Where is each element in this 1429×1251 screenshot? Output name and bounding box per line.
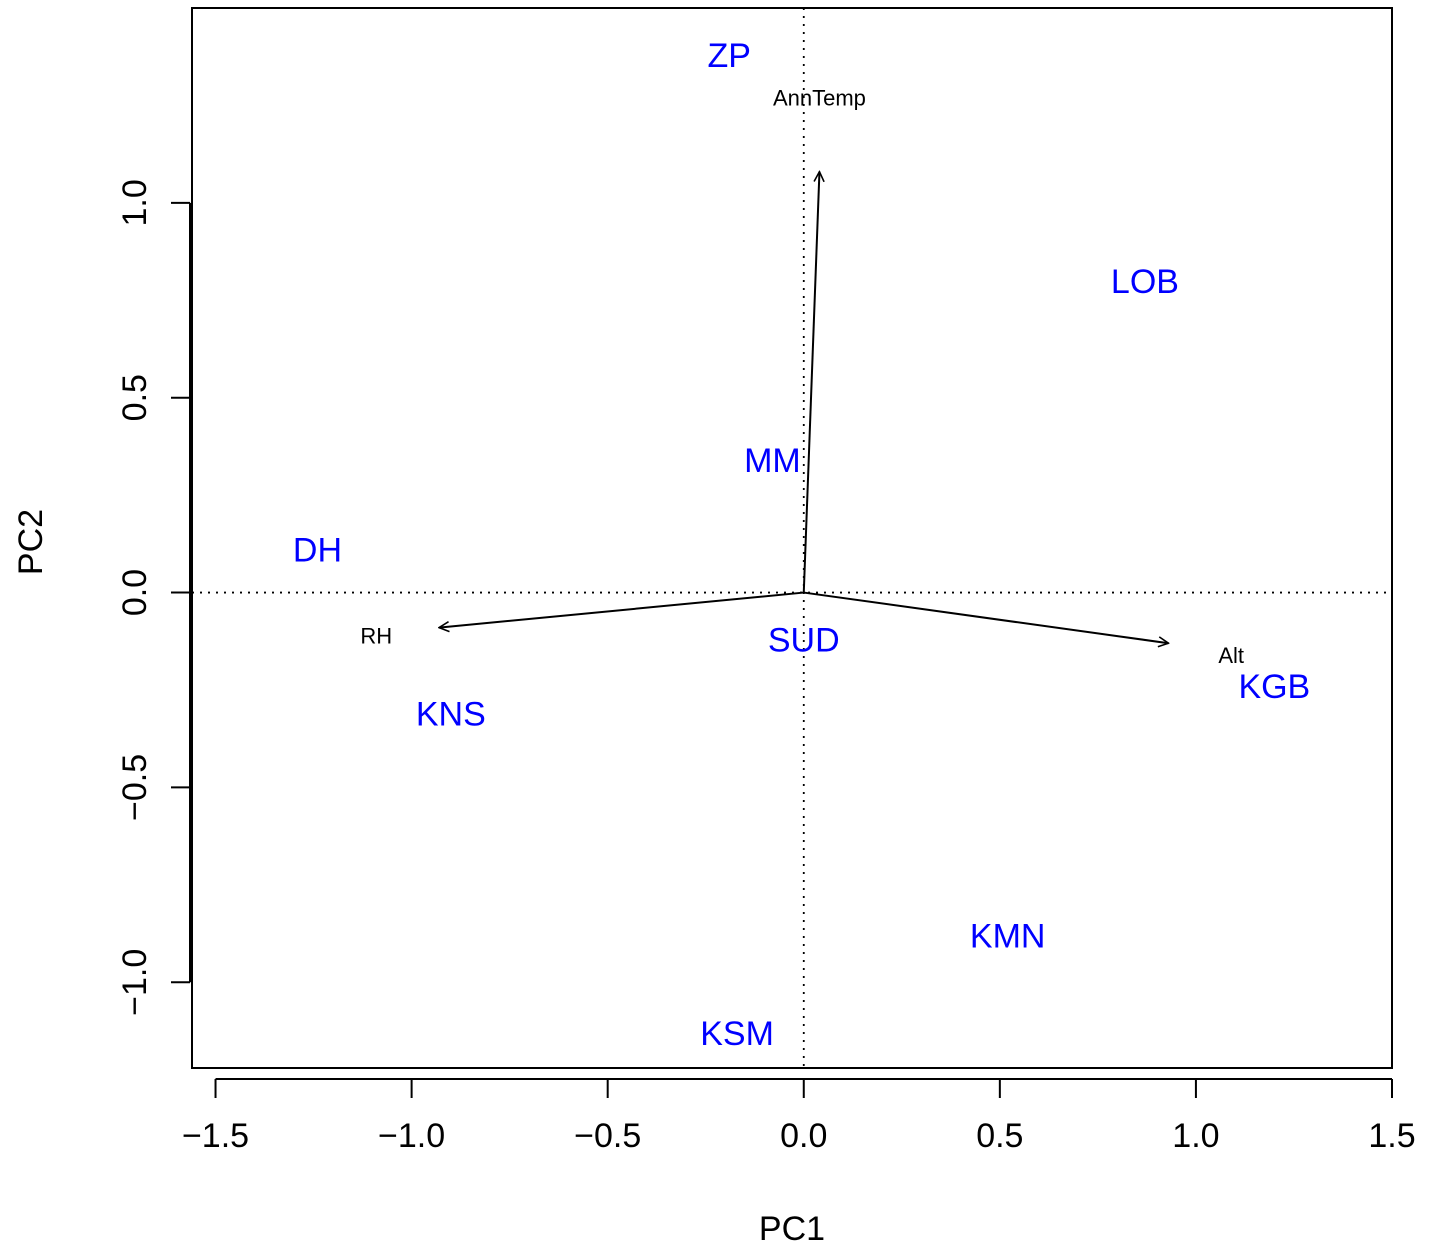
y-axis-title: PC2 <box>12 509 50 575</box>
site-label: MM <box>744 442 801 480</box>
y-tick-label: −0.5 <box>116 754 154 821</box>
x-tick-label: 0.0 <box>780 1117 827 1155</box>
vector-arrow <box>439 591 804 628</box>
y-tick-label: 0.0 <box>116 569 154 616</box>
site-label: KSM <box>700 1015 774 1053</box>
y-tick-label: 1.0 <box>116 179 154 226</box>
y-tick-label: −1.0 <box>116 949 154 1016</box>
x-tick-label: −0.5 <box>574 1117 641 1155</box>
plot-area: −1.5 −1.0 −0.5 0.0 0.5 1.0 1.5 −1.0 −0.5 0.0 0.5 1.… <box>116 7 1416 1155</box>
vector-label: AnnTemp <box>773 86 866 111</box>
x-tick-label: −1.0 <box>378 1117 445 1155</box>
site-label: KMN <box>970 918 1046 956</box>
x-tick-label: 1.0 <box>1172 1117 1219 1155</box>
y-tick-label: 0.5 <box>116 374 154 421</box>
x-tick-label: 0.5 <box>976 1117 1023 1155</box>
vector-label: RH <box>360 623 392 648</box>
vector-arrow <box>802 172 820 593</box>
x-axis-title: PC1 <box>759 1210 825 1248</box>
site-label: KGB <box>1238 668 1310 706</box>
x-tick-label: −1.5 <box>182 1117 249 1155</box>
site-label: LOB <box>1111 263 1179 301</box>
vector-arrow <box>803 591 1169 644</box>
x-tick-label: 1.5 <box>1368 1117 1415 1155</box>
site-label: ZP <box>708 37 751 75</box>
plot-frame <box>191 7 1393 1069</box>
site-label: DH <box>293 532 342 570</box>
site-label: SUD <box>768 621 840 659</box>
site-label: KNS <box>416 695 486 733</box>
vector-label: Alt <box>1218 643 1244 668</box>
